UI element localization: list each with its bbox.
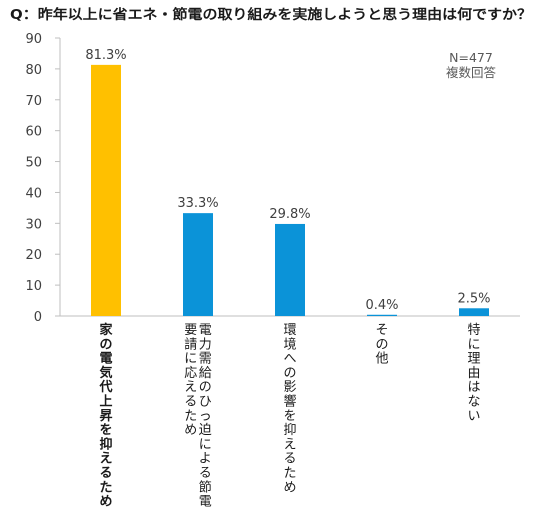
category-label: 環境への影響を抑えるため [283,323,296,495]
note-line: 複数回答 [446,65,497,80]
y-tick-label: 90 [25,32,42,47]
x-axis-labels: 家の電気代上昇を抑えるため 電力需給のひっ迫による節電要請に応えるため 環境への影響… [98,322,480,510]
data-label: 33.3% [177,196,218,211]
bar [183,213,213,316]
category-label: 電力需給のひっ迫による節電要請に応えるため [184,323,212,510]
category-label: 家の電気代上昇を抑えるため [98,322,113,510]
data-label: 2.5% [457,291,490,306]
y-tick-label: 0 [34,310,42,325]
data-label: 81.3% [85,48,126,63]
y-tick-label: 50 [25,156,42,171]
chart-title: Q：昨年以上に省エネ・節電の取り組みを実施しようと思う理由は何ですか？ [10,6,532,23]
y-tick-label: 40 [25,186,42,201]
y-tick-label: 10 [25,279,42,294]
bar [275,223,305,316]
bar [91,64,121,316]
data-label: 29.8% [269,207,310,222]
category-label: その他 [375,323,388,367]
y-tick-label: 20 [25,248,42,263]
bar [459,308,489,316]
note-line: N=477 [449,50,493,65]
bars [91,64,489,316]
value-labels: 81.3% 33.3% 29.8% 0.4% 2.5% [85,48,490,313]
data-label: 0.4% [365,298,398,313]
y-tick-label: 60 [25,125,42,140]
y-tick-label: 30 [25,217,42,232]
y-tick-label: 70 [25,94,42,109]
category-label: 特に理由はない [467,323,480,424]
bar [367,314,397,316]
y-tick-label: 80 [25,63,42,78]
